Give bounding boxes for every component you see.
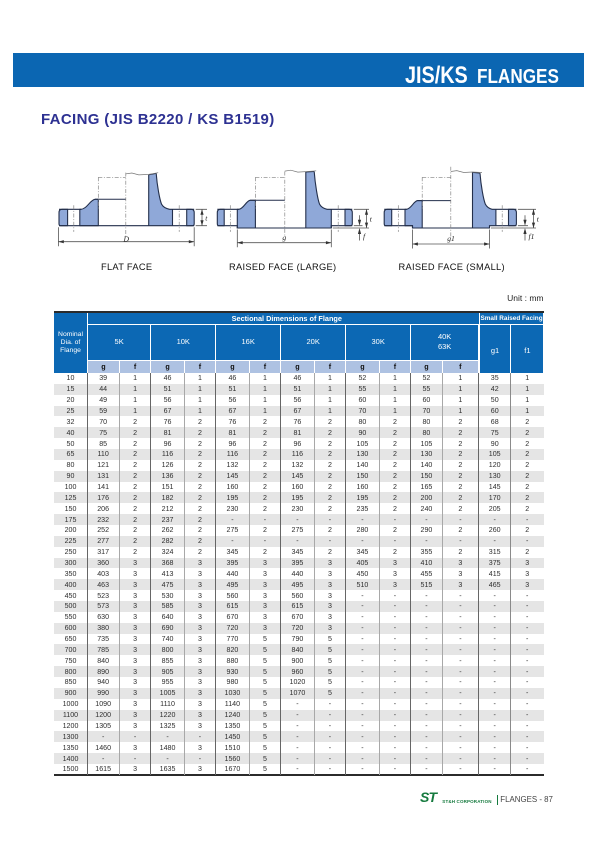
- svg-text:t: t: [205, 214, 208, 223]
- svg-text:t: t: [370, 215, 373, 224]
- svg-text:t: t: [537, 215, 540, 224]
- svg-text:f: f: [363, 232, 366, 241]
- svg-text:g: g: [282, 233, 286, 242]
- svg-text:D: D: [123, 234, 130, 243]
- svg-text:f1: f1: [529, 232, 535, 241]
- svg-text:g1: g1: [447, 234, 455, 243]
